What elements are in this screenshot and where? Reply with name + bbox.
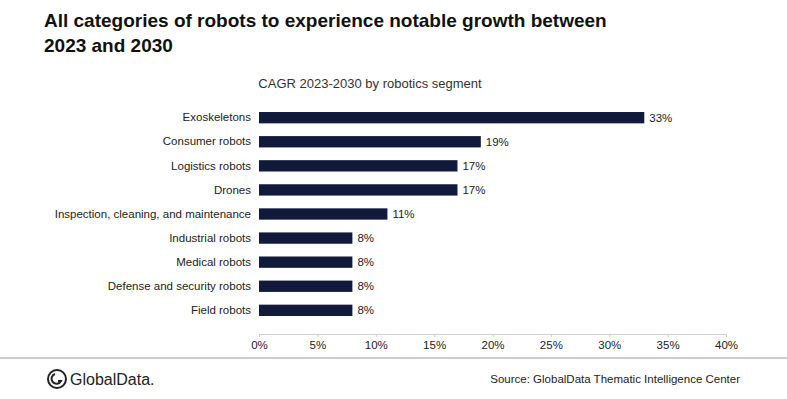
bars [259, 112, 644, 316]
x-tick-label: 5% [310, 339, 327, 351]
x-tick-label: 10% [365, 339, 388, 351]
y-tick-label: Field robots [191, 304, 251, 316]
x-tick-mark [493, 334, 494, 337]
y-tick: Inspection, cleaning, and maintenance [55, 208, 251, 220]
footer-rule [0, 358, 787, 359]
y-tick-label: Drones [214, 184, 251, 196]
data-label: 11% [392, 208, 414, 220]
bar [259, 184, 457, 195]
x-tick-label: 25% [540, 339, 563, 351]
y-tick: Industrial robots [169, 232, 251, 244]
x-tick-mark [609, 334, 610, 337]
source-note: Source: GlobalData Thematic Intelligence… [490, 373, 740, 385]
y-tick-label: Defense and security robots [108, 280, 251, 292]
logo-mark [52, 374, 61, 384]
y-tick: Drones [214, 184, 251, 196]
bar [259, 160, 457, 171]
logo-text: GlobalData. [70, 371, 155, 388]
data-label: 33% [649, 112, 672, 124]
logo-icon [48, 370, 66, 388]
y-tick-label: Industrial robots [169, 232, 251, 244]
bar [259, 136, 481, 147]
y-tick: Exoskeletons [183, 111, 252, 123]
data-labels: 33%19%17%17%11%8%8%8%8% [357, 112, 672, 317]
y-tick-label: Inspection, cleaning, and maintenance [55, 208, 251, 220]
x-tick: 30% [598, 334, 621, 351]
y-tick-label: Exoskeletons [183, 111, 252, 123]
data-label: 17% [462, 160, 485, 172]
x-tick-mark [668, 334, 669, 337]
y-axis: Exoskeletons Consumer robots Logistics rob… [55, 111, 252, 316]
data-label: 8% [357, 280, 374, 292]
y-tick: Logistics robots [171, 160, 251, 172]
x-tick: 5% [310, 334, 327, 351]
bar [259, 281, 352, 292]
chart-subtitle: CAGR 2023-2030 by robotics segment [258, 76, 482, 91]
x-tick: 0% [251, 334, 268, 351]
y-tick: Medical robots [176, 256, 251, 268]
x-tick: 35% [657, 334, 680, 351]
bar [259, 208, 387, 219]
bar [259, 232, 352, 243]
x-tick-mark [551, 334, 552, 337]
y-tick-label: Consumer robots [163, 135, 251, 147]
data-label: 19% [486, 136, 509, 148]
bar [259, 305, 352, 316]
y-tick-label: Logistics robots [171, 160, 251, 172]
data-label: 8% [357, 256, 374, 268]
x-tick-label: 35% [657, 339, 680, 351]
x-tick: 40% [715, 334, 738, 351]
y-tick: Consumer robots [163, 135, 251, 147]
x-tick-mark [726, 334, 727, 337]
x-tick-label: 40% [715, 339, 738, 351]
chart-svg: CAGR 2023-2030 by robotics segment 33% 19%… [0, 0, 787, 399]
bar [259, 112, 644, 123]
x-tick-label: 15% [423, 339, 446, 351]
x-tick-label: 0% [251, 339, 268, 351]
data-label: 8% [357, 304, 374, 316]
x-tick-label: 30% [598, 339, 621, 351]
y-tick: Defense and security robots [108, 280, 251, 292]
x-axis-line [260, 335, 727, 338]
x-tick-mark [317, 334, 318, 337]
y-tick-label: Medical robots [176, 256, 251, 268]
x-axis: 0% 5% 10% 15% 20% 25% 30% 35% 40% [251, 334, 738, 351]
chart-title: All categories of robots to experience n… [44, 8, 607, 58]
x-tick-mark [434, 334, 435, 337]
logo-ring [48, 370, 66, 388]
x-tick: 20% [481, 334, 504, 351]
bar [259, 257, 352, 268]
x-tick-mark [259, 334, 260, 337]
data-label: 8% [357, 232, 374, 244]
data-label: 17% [462, 184, 485, 196]
x-tick-mark [376, 334, 377, 337]
x-tick: 25% [540, 334, 563, 351]
x-tick-label: 20% [481, 339, 504, 351]
y-tick: Field robots [191, 304, 251, 316]
x-tick: 15% [423, 334, 446, 351]
x-tick: 10% [365, 334, 388, 351]
